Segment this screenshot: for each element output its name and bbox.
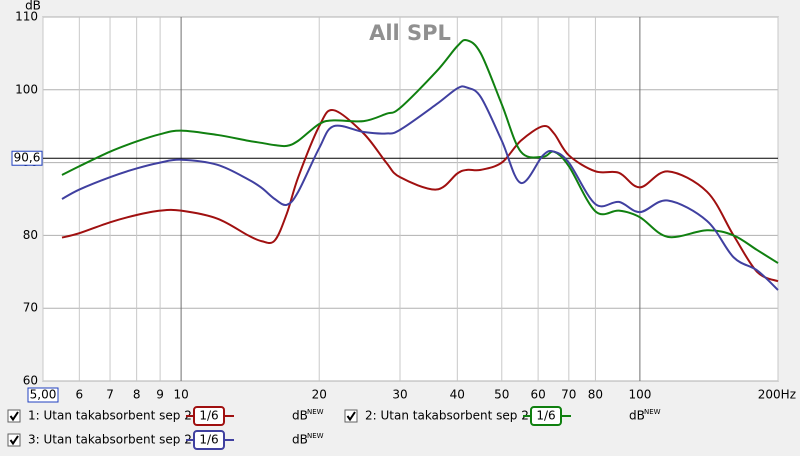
series-line (61, 85, 779, 291)
unit-tag: NEW (644, 408, 661, 416)
chart-title: All SPL (369, 21, 451, 45)
smoothing-box (193, 406, 225, 426)
smoothing-box (193, 430, 225, 450)
y-axis-label: dB (25, 0, 41, 13)
unit-label: dB (292, 409, 308, 423)
x-tick-label: 7 (106, 388, 114, 402)
x-tick-label: 200Hz (758, 388, 796, 402)
x-tick-label: 20 (312, 388, 327, 402)
smoothing-label: 1/6 (199, 409, 218, 423)
legend-entry: 3: Utan takabsorbent sep 2 1/6 dB NEW (7, 430, 324, 450)
x-tick-label: 30 (392, 388, 407, 402)
grid (42, 16, 779, 382)
cursor-label: 90,6 (14, 151, 41, 165)
x-tick-label: 80 (588, 388, 603, 402)
legend-check (9, 435, 19, 446)
x-tick-label: 10 (173, 388, 188, 402)
smoothing-label: 1/6 (199, 433, 218, 447)
x-tick-label: 5,00 (30, 388, 57, 402)
x-tick-label: 50 (494, 388, 509, 402)
legend-check (9, 411, 19, 422)
x-tick-label: 6 (76, 388, 84, 402)
x-tick-label: 40 (450, 388, 465, 402)
legend-label: 1: Utan takabsorbent sep 2 (28, 409, 192, 423)
legend-entry: 1: Utan takabsorbent sep 2 1/6 dB NEW (7, 406, 324, 426)
plot-area (42, 16, 779, 382)
unit-tag: NEW (307, 408, 324, 416)
legend-checkbox[interactable] (7, 433, 21, 447)
y-tick-label: 70 (23, 301, 38, 315)
unit-label: dB (629, 409, 645, 423)
legend-checkbox[interactable] (7, 409, 21, 423)
y-tick-label: 60 (23, 374, 38, 388)
series-line (61, 109, 779, 283)
x-cursor-box (27, 387, 59, 403)
legend-label: 2: Utan takabsorbent sep 2 (365, 409, 529, 423)
legend-check (346, 411, 356, 422)
x-tick-label: 70 (561, 388, 576, 402)
y-tick-label: 100 (15, 82, 38, 96)
x-tick-label: 100 (628, 388, 651, 402)
legend-checkbox[interactable] (344, 409, 358, 423)
cursor-box (11, 150, 43, 166)
legend-entry: 2: Utan takabsorbent sep 2 1/6 dB NEW (344, 406, 661, 426)
smoothing-box (530, 406, 562, 426)
y-tick-label: 110 (15, 10, 38, 24)
x-tick-label: 8 (133, 388, 141, 402)
x-tick-label: 60 (530, 388, 545, 402)
x-tick-label: 9 (156, 388, 164, 402)
unit-tag: NEW (307, 432, 324, 440)
unit-label: dB (292, 433, 308, 447)
smoothing-label: 1/6 (536, 409, 555, 423)
legend-label: 3: Utan takabsorbent sep 2 (28, 433, 192, 447)
y-tick-label: 80 (23, 228, 38, 242)
series-line (61, 38, 779, 264)
